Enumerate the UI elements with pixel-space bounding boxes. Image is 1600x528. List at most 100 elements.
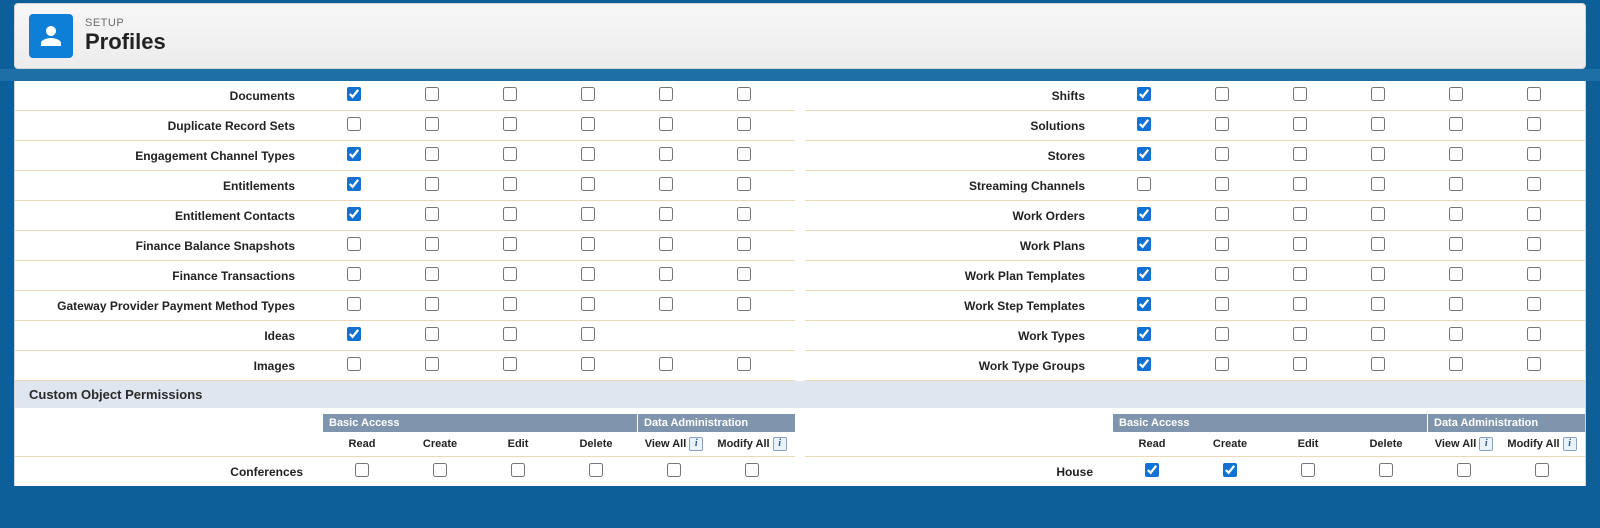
permission-checkbox[interactable] <box>425 147 439 161</box>
permission-checkbox[interactable] <box>347 207 361 221</box>
permission-checkbox[interactable] <box>581 237 595 251</box>
permission-checkbox[interactable] <box>1371 327 1385 341</box>
permission-checkbox[interactable] <box>1215 267 1229 281</box>
permission-checkbox[interactable] <box>1137 237 1151 251</box>
permission-checkbox[interactable] <box>659 117 673 131</box>
permission-checkbox[interactable] <box>1371 87 1385 101</box>
permission-checkbox[interactable] <box>1293 177 1307 191</box>
permission-checkbox[interactable] <box>1145 463 1159 477</box>
permission-checkbox[interactable] <box>347 267 361 281</box>
permission-checkbox[interactable] <box>1527 87 1541 101</box>
permission-checkbox[interactable] <box>581 117 595 131</box>
permission-checkbox[interactable] <box>1379 463 1393 477</box>
permission-checkbox[interactable] <box>425 327 439 341</box>
permission-checkbox[interactable] <box>1137 147 1151 161</box>
permission-checkbox[interactable] <box>1527 237 1541 251</box>
permission-checkbox[interactable] <box>1293 297 1307 311</box>
permission-checkbox[interactable] <box>1449 327 1463 341</box>
permission-checkbox[interactable] <box>1223 463 1237 477</box>
permission-checkbox[interactable] <box>503 117 517 131</box>
permission-checkbox[interactable] <box>347 117 361 131</box>
permission-checkbox[interactable] <box>737 117 751 131</box>
permission-checkbox[interactable] <box>1137 207 1151 221</box>
permission-checkbox[interactable] <box>503 147 517 161</box>
permission-checkbox[interactable] <box>737 147 751 161</box>
permission-checkbox[interactable] <box>503 357 517 371</box>
permission-checkbox[interactable] <box>737 297 751 311</box>
permission-checkbox[interactable] <box>425 297 439 311</box>
permission-checkbox[interactable] <box>503 267 517 281</box>
permission-checkbox[interactable] <box>425 117 439 131</box>
permission-checkbox[interactable] <box>1371 357 1385 371</box>
info-icon[interactable]: i <box>1563 437 1577 451</box>
permission-checkbox[interactable] <box>1293 147 1307 161</box>
permission-checkbox[interactable] <box>425 207 439 221</box>
permission-checkbox[interactable] <box>347 87 361 101</box>
permission-checkbox[interactable] <box>581 87 595 101</box>
permission-checkbox[interactable] <box>1449 207 1463 221</box>
permission-checkbox[interactable] <box>347 297 361 311</box>
permission-checkbox[interactable] <box>589 463 603 477</box>
permission-checkbox[interactable] <box>1527 357 1541 371</box>
permission-checkbox[interactable] <box>347 177 361 191</box>
permission-checkbox[interactable] <box>1215 147 1229 161</box>
permission-checkbox[interactable] <box>1293 237 1307 251</box>
permission-checkbox[interactable] <box>1137 87 1151 101</box>
permission-checkbox[interactable] <box>347 357 361 371</box>
permission-checkbox[interactable] <box>503 237 517 251</box>
permission-checkbox[interactable] <box>1371 117 1385 131</box>
permission-checkbox[interactable] <box>1137 327 1151 341</box>
permission-checkbox[interactable] <box>659 147 673 161</box>
permission-checkbox[interactable] <box>1371 267 1385 281</box>
permission-checkbox[interactable] <box>1527 177 1541 191</box>
permission-checkbox[interactable] <box>1137 177 1151 191</box>
permission-checkbox[interactable] <box>1215 207 1229 221</box>
permission-checkbox[interactable] <box>737 237 751 251</box>
permission-checkbox[interactable] <box>503 87 517 101</box>
permission-checkbox[interactable] <box>503 177 517 191</box>
permission-checkbox[interactable] <box>347 147 361 161</box>
permission-checkbox[interactable] <box>503 327 517 341</box>
permission-checkbox[interactable] <box>737 87 751 101</box>
permission-checkbox[interactable] <box>659 207 673 221</box>
permission-checkbox[interactable] <box>425 177 439 191</box>
permission-checkbox[interactable] <box>659 357 673 371</box>
permission-checkbox[interactable] <box>1527 327 1541 341</box>
permission-checkbox[interactable] <box>1457 463 1471 477</box>
permission-checkbox[interactable] <box>503 207 517 221</box>
permission-checkbox[interactable] <box>1527 147 1541 161</box>
permission-checkbox[interactable] <box>347 237 361 251</box>
permission-checkbox[interactable] <box>581 177 595 191</box>
permission-checkbox[interactable] <box>581 147 595 161</box>
permission-checkbox[interactable] <box>1371 207 1385 221</box>
permission-checkbox[interactable] <box>347 327 361 341</box>
permission-checkbox[interactable] <box>1215 327 1229 341</box>
permission-checkbox[interactable] <box>659 267 673 281</box>
permission-checkbox[interactable] <box>1449 117 1463 131</box>
permission-checkbox[interactable] <box>1215 357 1229 371</box>
permission-checkbox[interactable] <box>1527 207 1541 221</box>
permission-checkbox[interactable] <box>433 463 447 477</box>
permission-checkbox[interactable] <box>503 297 517 311</box>
permission-checkbox[interactable] <box>1449 297 1463 311</box>
permission-checkbox[interactable] <box>581 207 595 221</box>
permission-checkbox[interactable] <box>1215 87 1229 101</box>
permission-checkbox[interactable] <box>355 463 369 477</box>
permission-checkbox[interactable] <box>737 177 751 191</box>
permission-checkbox[interactable] <box>1449 237 1463 251</box>
permission-checkbox[interactable] <box>1293 207 1307 221</box>
permission-checkbox[interactable] <box>1527 297 1541 311</box>
permission-checkbox[interactable] <box>1293 87 1307 101</box>
permission-checkbox[interactable] <box>1293 267 1307 281</box>
permission-checkbox[interactable] <box>1527 267 1541 281</box>
permission-checkbox[interactable] <box>1293 357 1307 371</box>
permission-checkbox[interactable] <box>1371 297 1385 311</box>
permission-checkbox[interactable] <box>1535 463 1549 477</box>
permission-checkbox[interactable] <box>1449 177 1463 191</box>
permission-checkbox[interactable] <box>659 237 673 251</box>
info-icon[interactable]: i <box>1479 437 1493 451</box>
info-icon[interactable]: i <box>689 437 703 451</box>
permission-checkbox[interactable] <box>581 267 595 281</box>
permission-checkbox[interactable] <box>1137 117 1151 131</box>
permission-checkbox[interactable] <box>1137 297 1151 311</box>
